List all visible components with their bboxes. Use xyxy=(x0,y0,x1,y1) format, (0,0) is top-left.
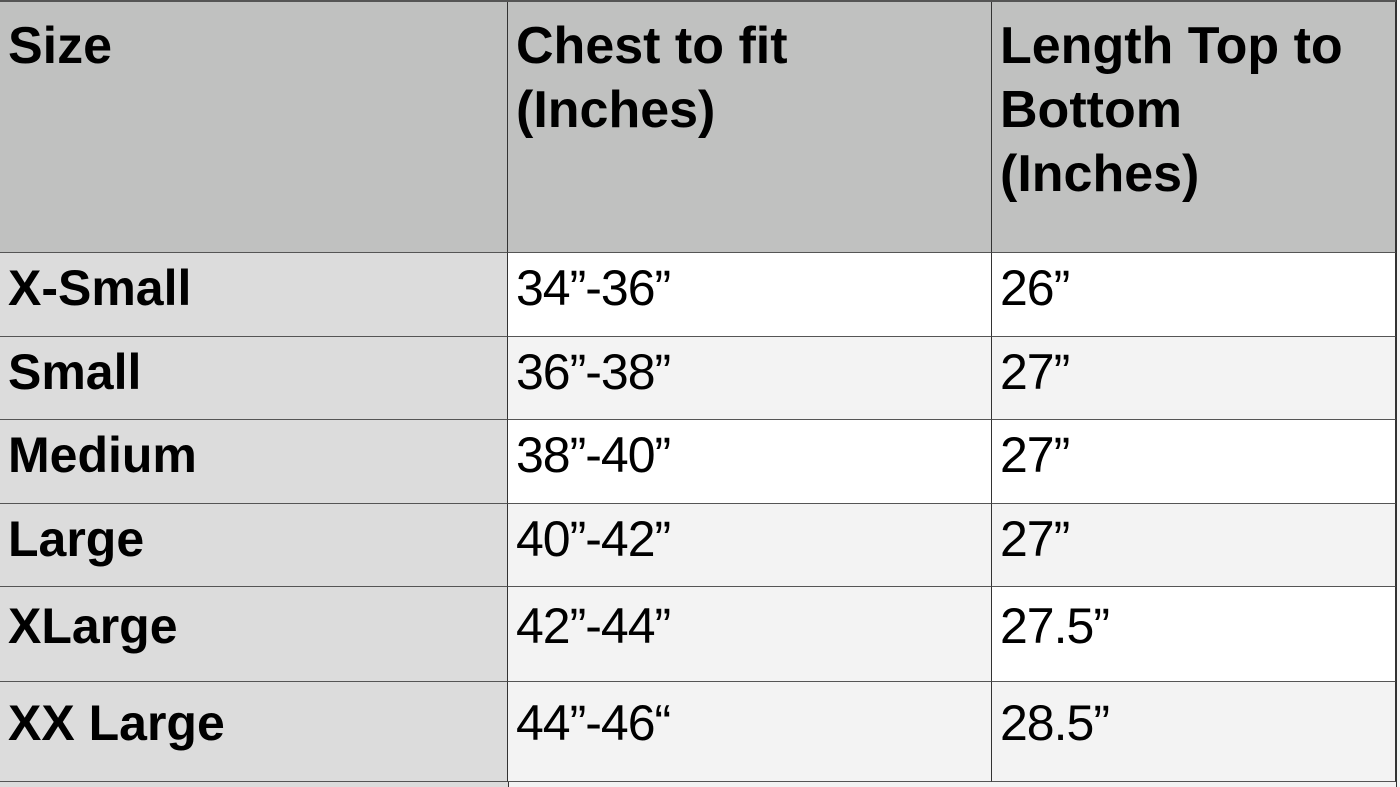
table-row-length: 27” xyxy=(992,504,1396,587)
header-length-line: (Inches) xyxy=(1000,145,1200,203)
next-row-partial xyxy=(0,782,508,787)
header-chest-line: Chest to fit xyxy=(516,17,788,75)
table-row-chest: 34”-36” xyxy=(508,253,992,337)
table-row-chest: 40”-42” xyxy=(508,504,992,587)
header-length-line: Length Top to xyxy=(1000,17,1343,75)
table-row-size: X-Small xyxy=(0,253,508,337)
table-row-length: 27” xyxy=(992,337,1396,420)
header-chest-line: (Inches) xyxy=(516,81,716,139)
table-row-length: 28.5” xyxy=(992,682,1396,782)
header-size: Size xyxy=(0,2,508,253)
table-row-length: 26” xyxy=(992,253,1396,337)
table-row-chest: 42”-44” xyxy=(508,587,992,682)
table-top-border xyxy=(0,0,1400,2)
table-row-size: XX Large xyxy=(0,682,508,782)
table-row-length: 27.5” xyxy=(992,587,1396,682)
table-row-size: Large xyxy=(0,504,508,587)
table-row-chest: 36”-38” xyxy=(508,337,992,420)
header-size-label: Size xyxy=(8,17,113,75)
right-edge-column xyxy=(1396,0,1400,787)
next-row-partial xyxy=(508,782,1397,787)
table-row-length: 27” xyxy=(992,420,1396,504)
header-chest: Chest to fit (Inches) xyxy=(508,2,992,253)
header-length: Length Top to Bottom (Inches) xyxy=(992,2,1396,253)
table-row-size: Small xyxy=(0,337,508,420)
table-row-size: XLarge xyxy=(0,587,508,682)
table-row-chest: 44”-46“ xyxy=(508,682,992,782)
table-row-size: Medium xyxy=(0,420,508,504)
header-length-line: Bottom xyxy=(1000,81,1182,139)
table-row-chest: 38”-40” xyxy=(508,420,992,504)
